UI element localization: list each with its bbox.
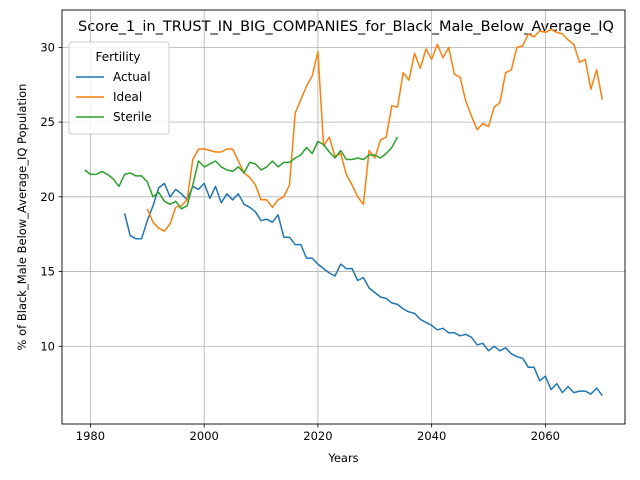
- legend: Fertility Actual Ideal Sterile: [68, 41, 170, 135]
- grid: [62, 10, 625, 424]
- series-line-ideal: [146, 28, 604, 232]
- legend-entries: Actual Ideal Sterile: [76, 70, 152, 124]
- legend-label-sterile: Sterile: [113, 110, 152, 124]
- y-axis-ticks: 10 15 20 25 30: [40, 40, 62, 353]
- legend-label-actual: Actual: [113, 70, 151, 84]
- series-line-sterile: [84, 136, 399, 210]
- y-tick-label: 10: [40, 339, 55, 353]
- x-tick-label: 2060: [531, 429, 560, 443]
- y-axis-label: % of Black_Male Below_Average_IQ Populat…: [15, 84, 29, 351]
- x-axis-label: Years: [327, 451, 358, 465]
- y-tick-label: 25: [40, 115, 55, 129]
- legend-title: Fertility: [95, 50, 140, 64]
- y-tick-label: 20: [40, 190, 55, 204]
- legend-label-ideal: Ideal: [113, 90, 142, 104]
- x-axis-ticks: 1980 2000 2020 2040 2060: [76, 424, 560, 443]
- series-lines: [84, 28, 604, 397]
- y-tick-label: 30: [40, 40, 55, 54]
- y-tick-label: 15: [40, 265, 55, 279]
- plot-area-frame: [61, 9, 626, 425]
- x-tick-label: 2040: [417, 429, 446, 443]
- x-tick-label: 2000: [190, 429, 219, 443]
- legend-frame: [68, 41, 170, 135]
- chart-title: Score_1_in_TRUST_IN_BIG_COMPANIES_for_Bl…: [78, 19, 614, 35]
- series-line-actual: [123, 182, 603, 397]
- x-tick-label: 2020: [303, 429, 332, 443]
- x-tick-label: 1980: [76, 429, 105, 443]
